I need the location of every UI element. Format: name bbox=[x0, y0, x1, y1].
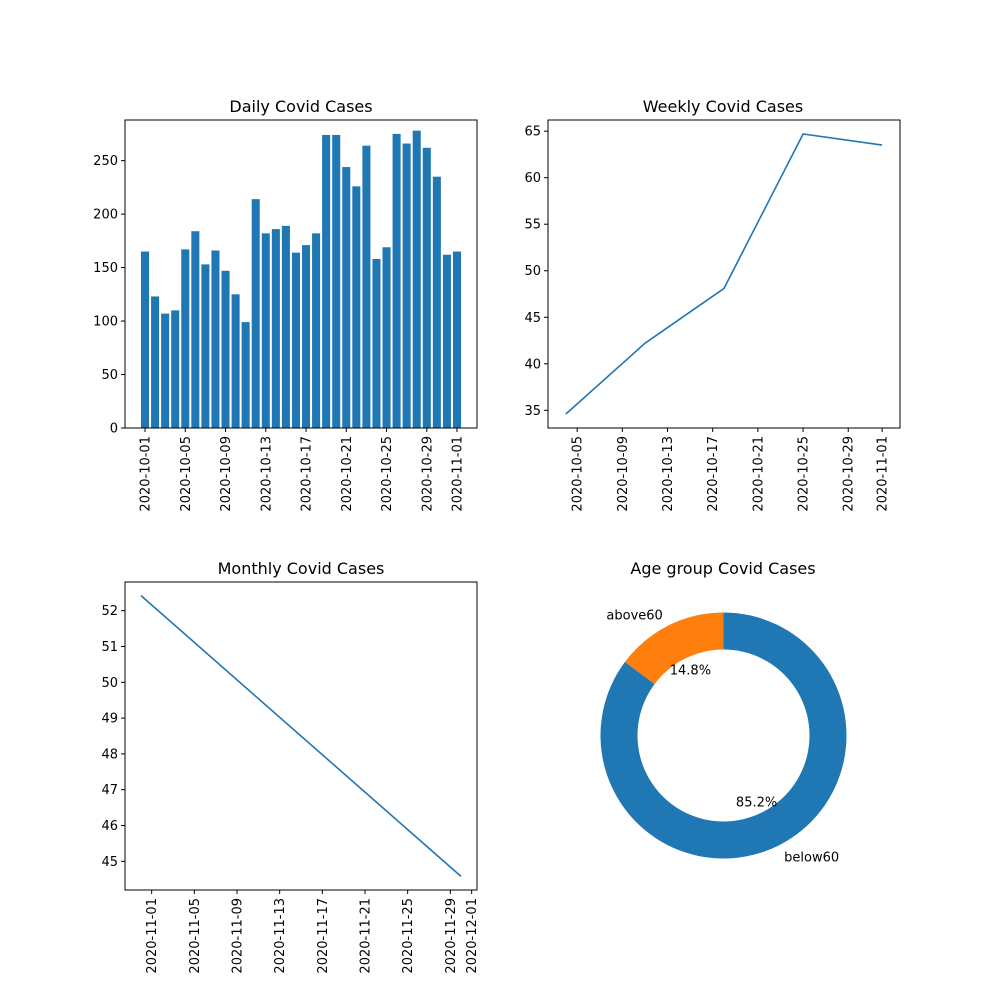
y-tick-label: 45 bbox=[524, 311, 541, 326]
slice-percent-label: 14.8% bbox=[670, 664, 711, 679]
daily-bar bbox=[302, 245, 311, 428]
y-tick-label: 50 bbox=[101, 676, 118, 691]
y-tick-label: 51 bbox=[101, 640, 118, 655]
monthly-plot-frame bbox=[124, 581, 478, 891]
daily-bar bbox=[362, 145, 371, 428]
daily-bar bbox=[342, 167, 351, 429]
daily-bar bbox=[432, 176, 441, 428]
y-tick-label: 0 bbox=[110, 422, 118, 437]
daily-bar bbox=[261, 233, 270, 428]
daily-bar bbox=[181, 249, 190, 428]
x-tick-label: 2020-10-29 bbox=[842, 436, 857, 512]
age-group-donut-chart: Age group Covid Cases above60 14.8% below6… bbox=[600, 559, 847, 865]
x-tick-label: 2020-10-17 bbox=[706, 436, 721, 512]
y-tick-label: 150 bbox=[93, 261, 118, 276]
slice-label: below60 bbox=[784, 850, 839, 865]
weekly-chart-title: Weekly Covid Cases bbox=[643, 97, 803, 116]
x-tick-label: 2020-10-17 bbox=[300, 436, 315, 512]
x-tick-label: 2020-10-09 bbox=[219, 436, 234, 512]
x-tick-label: 2020-11-29 bbox=[444, 898, 459, 974]
daily-bar bbox=[231, 294, 240, 428]
x-tick-label: 2020-11-09 bbox=[231, 898, 246, 974]
y-tick-label: 46 bbox=[101, 819, 118, 834]
age-group-chart-title: Age group Covid Cases bbox=[630, 559, 815, 578]
y-tick-label: 48 bbox=[101, 747, 118, 762]
x-tick-label: 2020-11-01 bbox=[145, 898, 160, 974]
x-tick-label: 2020-11-01 bbox=[876, 436, 891, 512]
daily-bar bbox=[151, 296, 160, 428]
daily-bar bbox=[171, 310, 180, 428]
daily-bar bbox=[372, 259, 381, 428]
x-tick-label: 2020-10-21 bbox=[751, 436, 766, 512]
daily-bar bbox=[442, 254, 451, 428]
x-tick-label: 2020-10-29 bbox=[420, 436, 435, 512]
daily-bar bbox=[382, 247, 391, 428]
daily-bar bbox=[201, 264, 210, 428]
series-line bbox=[140, 594, 462, 878]
x-tick-label: 2020-11-01 bbox=[450, 436, 465, 512]
y-tick-label: 200 bbox=[93, 208, 118, 223]
slice-label: above60 bbox=[606, 609, 662, 624]
x-tick-label: 2020-11-17 bbox=[316, 898, 331, 974]
y-tick-label: 45 bbox=[101, 855, 118, 870]
daily-bar bbox=[271, 229, 280, 428]
x-tick-label: 2020-11-25 bbox=[401, 898, 416, 974]
monthly-cases-chart: Monthly Covid Cases 45 46 47 48 49 50 51 52 2020… bbox=[101, 559, 480, 974]
x-tick-label: 2020-10-25 bbox=[380, 436, 395, 512]
daily-bar bbox=[141, 251, 150, 428]
daily-bar bbox=[332, 134, 341, 428]
y-tick-label: 49 bbox=[101, 712, 118, 727]
daily-bar bbox=[161, 313, 170, 428]
slice-percent-label: 85.2% bbox=[736, 795, 777, 810]
y-tick-label: 35 bbox=[524, 404, 541, 419]
x-tick-label: 2020-10-05 bbox=[179, 436, 194, 512]
daily-bar bbox=[241, 322, 250, 428]
daily-bar bbox=[322, 134, 331, 428]
x-tick-label: 2020-12-01 bbox=[465, 898, 480, 974]
y-tick-label: 100 bbox=[93, 315, 118, 330]
daily-bar bbox=[191, 231, 200, 428]
monthly-chart-title: Monthly Covid Cases bbox=[218, 559, 385, 578]
x-tick-label: 2020-10-25 bbox=[797, 436, 812, 512]
daily-bar bbox=[392, 133, 401, 428]
y-tick-label: 55 bbox=[524, 218, 541, 233]
y-tick-label: 52 bbox=[101, 604, 118, 619]
daily-bar bbox=[412, 130, 421, 428]
daily-bar bbox=[291, 252, 300, 428]
x-tick-label: 2020-10-05 bbox=[571, 436, 586, 512]
weekly-plot-frame bbox=[547, 119, 901, 429]
y-tick-label: 50 bbox=[101, 368, 118, 383]
daily-cases-chart: Daily Covid Cases 0 50 100 150 200 250 2020-10… bbox=[93, 97, 478, 512]
x-tick-label: 2020-11-21 bbox=[359, 898, 374, 974]
y-tick-label: 40 bbox=[524, 357, 541, 372]
y-tick-label: 250 bbox=[93, 154, 118, 169]
daily-bar bbox=[221, 270, 230, 428]
y-tick-label: 65 bbox=[524, 125, 541, 140]
daily-bar bbox=[312, 233, 321, 428]
x-tick-label: 2020-10-13 bbox=[259, 436, 274, 512]
x-tick-label: 2020-10-21 bbox=[340, 436, 355, 512]
x-tick-label: 2020-10-01 bbox=[139, 436, 154, 512]
daily-bar bbox=[211, 250, 220, 428]
x-tick-label: 2020-11-13 bbox=[273, 898, 288, 974]
daily-bar bbox=[281, 225, 290, 428]
daily-bar bbox=[402, 143, 411, 428]
series-line bbox=[565, 133, 883, 415]
y-tick-label: 47 bbox=[101, 783, 118, 798]
y-tick-label: 60 bbox=[524, 171, 541, 186]
daily-bar bbox=[352, 186, 361, 428]
x-tick-label: 2020-11-05 bbox=[188, 898, 203, 974]
y-tick-label: 50 bbox=[524, 264, 541, 279]
x-tick-label: 2020-10-13 bbox=[661, 436, 676, 512]
daily-bar bbox=[251, 199, 260, 428]
daily-bar bbox=[422, 147, 431, 429]
daily-bar bbox=[452, 251, 461, 428]
weekly-cases-chart: Weekly Covid Cases 35 40 45 50 55 60 65 2020-10… bbox=[524, 97, 901, 512]
daily-chart-title: Daily Covid Cases bbox=[229, 97, 372, 116]
x-tick-label: 2020-10-09 bbox=[616, 436, 631, 512]
daily-plot-frame bbox=[124, 119, 478, 429]
donut-slice-below60 bbox=[600, 612, 847, 859]
donut-slice-above60 bbox=[624, 612, 724, 685]
